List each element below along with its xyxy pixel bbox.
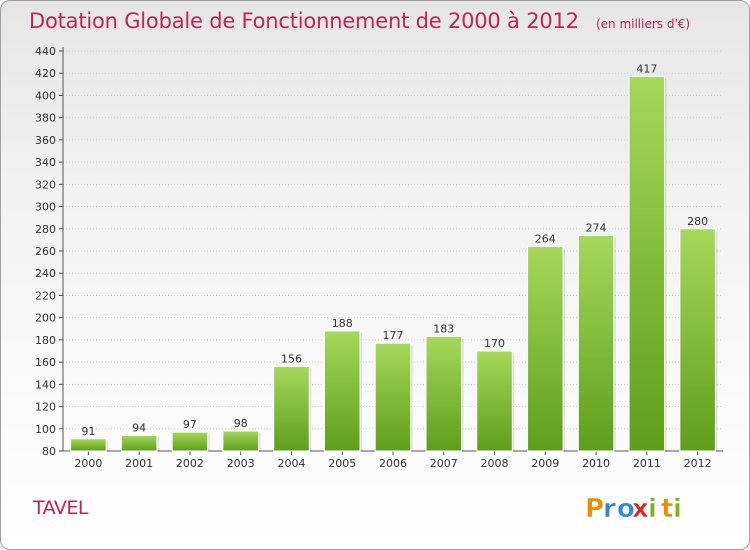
bar-2005 bbox=[323, 330, 361, 452]
y-tick-label: 160 bbox=[35, 356, 56, 369]
data-label-2005: 188 bbox=[332, 317, 353, 330]
y-tick-label: 180 bbox=[35, 334, 56, 347]
logo-letter: P bbox=[585, 494, 604, 524]
chart-title: Dotation Globale de Fonctionnement de 20… bbox=[29, 9, 579, 33]
x-tick-label-2008: 2008 bbox=[481, 457, 509, 470]
data-label-2004: 156 bbox=[281, 353, 302, 366]
y-tick-label: 280 bbox=[35, 223, 56, 236]
logo-letter: o bbox=[617, 494, 635, 524]
bar-2012 bbox=[679, 228, 716, 452]
y-tick-label: 300 bbox=[35, 201, 56, 214]
logo-lettering: Pr ox i t i bbox=[585, 494, 683, 525]
logo-letter: i bbox=[648, 494, 657, 524]
data-label-2002: 97 bbox=[183, 418, 197, 431]
bar-2006 bbox=[374, 342, 412, 452]
proxiti-logo[interactable]: Pr ox i t i bbox=[581, 489, 691, 529]
data-label-2001: 94 bbox=[132, 421, 146, 434]
bars bbox=[70, 76, 718, 452]
y-tick-label: 120 bbox=[35, 401, 56, 414]
y-tick-label: 200 bbox=[35, 312, 56, 325]
bar-2007 bbox=[425, 336, 463, 452]
y-tick-label: 360 bbox=[35, 134, 56, 147]
y-tick-label: 240 bbox=[35, 267, 56, 280]
data-label-2011: 417 bbox=[636, 63, 657, 76]
bar-2009 bbox=[527, 246, 564, 452]
y-tick-label: 320 bbox=[35, 178, 56, 191]
y-tick-label: 100 bbox=[35, 423, 56, 436]
y-tick-labels: 80 100 120 140 160 180 200 220 240 260 280 300 320 34… bbox=[35, 45, 56, 458]
x-tick-label-2012: 2012 bbox=[684, 457, 712, 470]
y-tick-label: 420 bbox=[35, 67, 56, 80]
x-tick-label-2003: 2003 bbox=[227, 457, 255, 470]
x-tick-label-2004: 2004 bbox=[277, 457, 305, 470]
bar-2008 bbox=[476, 350, 513, 452]
data-label-2008: 170 bbox=[484, 337, 505, 350]
x-tick-label-2009: 2009 bbox=[531, 457, 559, 470]
commune-name: TAVEL bbox=[33, 497, 89, 519]
y-tick-label: 400 bbox=[35, 89, 56, 102]
data-label-2006: 177 bbox=[383, 329, 404, 342]
x-tick-label-2011: 2011 bbox=[633, 457, 661, 470]
chart-subtitle: (en milliers d'€) bbox=[595, 17, 691, 31]
data-label-2000: 91 bbox=[81, 425, 95, 438]
data-labels: 91 94 97 98 156 188 177 183 170 264 274 417 280 bbox=[81, 63, 708, 438]
y-tick-label: 440 bbox=[35, 45, 56, 58]
x-tick-label-2001: 2001 bbox=[125, 457, 153, 470]
x-tick-label-2000: 2000 bbox=[74, 457, 102, 470]
x-tick-label-2010: 2010 bbox=[582, 457, 610, 470]
logo-letter: r bbox=[603, 494, 616, 524]
bar-2001 bbox=[120, 434, 158, 452]
x-tick-labels: 2000 2001 2002 2003 2004 2005 2006 2007 2008 2009… bbox=[74, 457, 711, 470]
y-tick-label: 260 bbox=[35, 245, 56, 258]
x-tick-label-2002: 2002 bbox=[176, 457, 204, 470]
bar-2003 bbox=[222, 430, 259, 452]
logo-letter: i bbox=[673, 494, 682, 524]
bar-2010 bbox=[577, 234, 615, 452]
y-tick-label: 140 bbox=[35, 378, 56, 391]
x-tick-label-2006: 2006 bbox=[379, 457, 407, 470]
bar-2011 bbox=[628, 76, 666, 452]
x-tick-label-2005: 2005 bbox=[328, 457, 356, 470]
y-tick-label: 340 bbox=[35, 156, 56, 169]
y-tick-label: 220 bbox=[35, 289, 56, 302]
title-row: Dotation Globale de Fonctionnement de 20… bbox=[29, 9, 690, 33]
data-label-2009: 264 bbox=[535, 233, 556, 246]
logo-letter: t bbox=[661, 494, 673, 524]
logo-letter: x bbox=[632, 494, 649, 524]
y-tick-label: 80 bbox=[42, 445, 56, 458]
bar-2002 bbox=[171, 431, 209, 452]
x-tick-label-2007: 2007 bbox=[430, 457, 458, 470]
data-label-2012: 280 bbox=[687, 215, 708, 228]
data-label-2010: 274 bbox=[586, 221, 607, 234]
y-tick-label: 380 bbox=[35, 112, 56, 125]
data-label-2003: 98 bbox=[234, 417, 248, 430]
bar-2000 bbox=[70, 438, 107, 452]
data-label-2007: 183 bbox=[433, 323, 454, 336]
bar-2004 bbox=[273, 366, 310, 452]
